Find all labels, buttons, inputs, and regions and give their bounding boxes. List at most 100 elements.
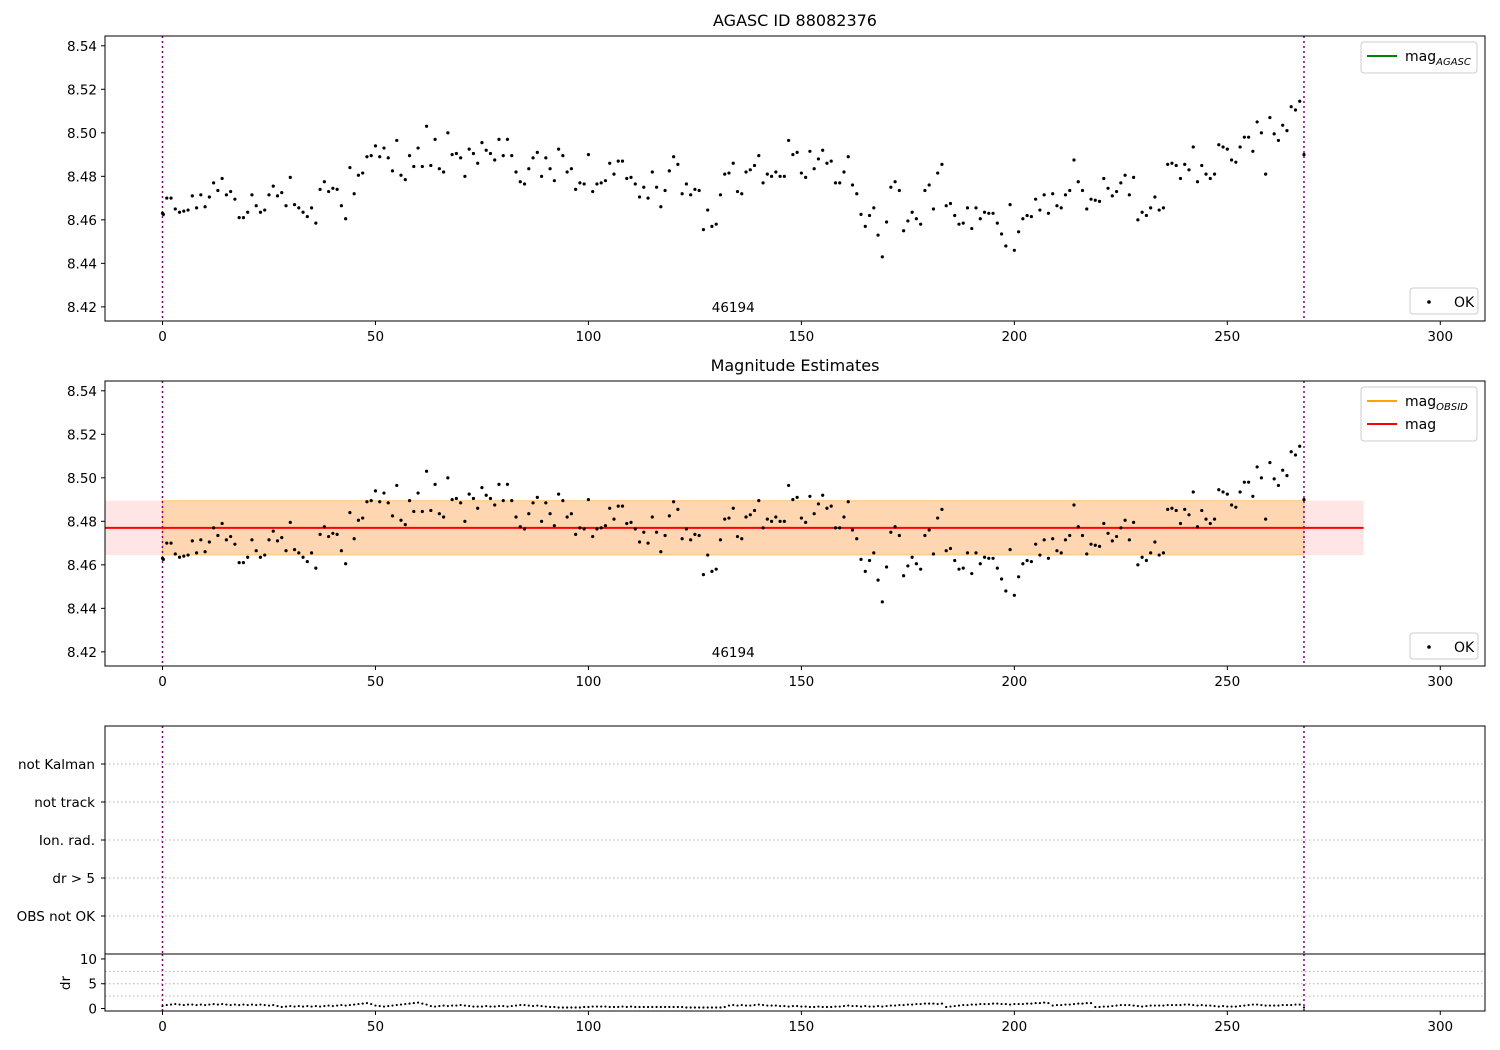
p2-data-point bbox=[1183, 507, 1187, 511]
p1-data-point bbox=[1093, 198, 1097, 202]
p2-data-point bbox=[1012, 593, 1016, 597]
p4-data-point bbox=[519, 1003, 522, 1007]
p2-data-point bbox=[327, 534, 331, 539]
p1-data-point bbox=[906, 219, 910, 223]
p1-data-point bbox=[948, 201, 953, 206]
p4-data-point bbox=[382, 1005, 386, 1008]
p2-data-point bbox=[199, 538, 203, 542]
p2-data-point bbox=[182, 554, 186, 558]
p1-data-point bbox=[1229, 158, 1234, 162]
p2-data-point bbox=[463, 519, 467, 523]
p2-data-point bbox=[548, 512, 552, 516]
p4-data-point bbox=[370, 1002, 373, 1006]
p4-data-point bbox=[774, 1004, 777, 1007]
p2-data-point bbox=[646, 541, 650, 545]
p2-data-point bbox=[1225, 492, 1229, 496]
p1-data-point bbox=[642, 185, 646, 189]
p4-xtick-label: 150 bbox=[788, 1019, 814, 1035]
p4-data-point bbox=[1021, 1002, 1024, 1006]
p1-data-point bbox=[263, 208, 267, 212]
p1-data-point bbox=[697, 188, 701, 193]
p4-data-point bbox=[1132, 1004, 1135, 1007]
magnitude-estimates-legend-points: OK bbox=[1409, 632, 1479, 660]
p4-data-point bbox=[174, 1002, 177, 1006]
p1-data-point bbox=[203, 205, 207, 209]
p1-data-point bbox=[424, 124, 429, 128]
p4-data-point bbox=[1204, 1004, 1208, 1007]
p2-data-point bbox=[348, 511, 352, 515]
p4-data-point bbox=[489, 1005, 492, 1008]
p2-data-point bbox=[676, 507, 680, 511]
p1-data-point bbox=[305, 214, 309, 219]
p4-data-point bbox=[502, 1004, 505, 1008]
dr-plot-area: 0 50 100 150 200 250 300 0 5 10 bbox=[80, 952, 1486, 1035]
p1-data-point bbox=[1017, 230, 1021, 234]
p1-data-point bbox=[527, 167, 531, 171]
p2-data-point bbox=[442, 515, 446, 519]
p4-data-point bbox=[1294, 1003, 1297, 1006]
p4-data-point bbox=[1149, 1004, 1152, 1007]
p4-data-point bbox=[876, 1004, 880, 1008]
p1-data-point bbox=[488, 151, 493, 156]
p4-data-point bbox=[536, 1004, 539, 1007]
p4-data-point bbox=[800, 1005, 803, 1008]
p1-data-point bbox=[1123, 173, 1127, 177]
p1-data-point bbox=[1034, 197, 1038, 201]
p2-legend-line-label: mag bbox=[1405, 417, 1436, 433]
agasc-panel-title: AGASC ID 88082376 bbox=[713, 11, 877, 30]
p2-data-point bbox=[1251, 494, 1255, 498]
p1-data-point bbox=[237, 216, 241, 220]
p1-data-point bbox=[1251, 149, 1255, 153]
p4-data-point bbox=[1285, 1003, 1289, 1007]
p1-data-point bbox=[1191, 145, 1195, 149]
p4-data-point bbox=[357, 1002, 360, 1006]
p1-data-point bbox=[633, 182, 637, 186]
p4-data-point bbox=[796, 1004, 799, 1008]
p2-data-point bbox=[663, 533, 667, 538]
p4-data-point bbox=[766, 1004, 769, 1007]
p4-data-point bbox=[1153, 1004, 1157, 1007]
p4-data-point bbox=[813, 1005, 816, 1009]
p2-data-point bbox=[1238, 490, 1242, 494]
p4-data-point bbox=[1187, 1003, 1191, 1006]
p1-data-point bbox=[1029, 214, 1033, 219]
p2-data-point bbox=[1102, 521, 1106, 526]
p2-data-point bbox=[1170, 506, 1174, 510]
p2-data-point bbox=[1038, 553, 1042, 557]
p4-data-point bbox=[553, 1005, 556, 1009]
p2-data-point bbox=[1302, 497, 1306, 502]
p2-data-point bbox=[957, 567, 961, 571]
p4-data-point bbox=[668, 1005, 671, 1009]
p1-data-point bbox=[314, 221, 318, 225]
p4-data-point bbox=[178, 1003, 181, 1006]
p2-data-point bbox=[561, 499, 565, 503]
p2-data-point bbox=[1025, 558, 1029, 563]
p1-data-point bbox=[867, 213, 872, 218]
p1-data-point bbox=[1217, 143, 1221, 147]
p2-data-point bbox=[659, 550, 663, 554]
p2-data-point bbox=[757, 499, 761, 503]
p4-data-point bbox=[655, 1005, 658, 1009]
p4-data-point bbox=[1081, 1002, 1084, 1005]
magnitude-estimates-plot-area: 0 50 100 150 200 250 300 8.42 8.44 8.46 8.48 8.50 8.… bbox=[67, 380, 1486, 690]
dr-axis-label: dr bbox=[58, 975, 74, 990]
p4-data-point bbox=[808, 1005, 812, 1009]
p1-data-point bbox=[987, 211, 991, 215]
p2-data-point bbox=[978, 562, 982, 566]
p1-data-point bbox=[412, 164, 416, 169]
p4-data-point bbox=[689, 1006, 692, 1009]
p4-data-point bbox=[1047, 1001, 1050, 1005]
p4-data-point bbox=[859, 1005, 863, 1008]
p3-category-label: not Kalman bbox=[18, 757, 95, 773]
p2-data-point bbox=[1212, 517, 1217, 521]
p1-data-point bbox=[480, 141, 484, 145]
p1-data-point bbox=[1183, 162, 1187, 166]
p1-data-point bbox=[224, 193, 228, 197]
p2-ytick-label: 8.50 bbox=[67, 471, 97, 487]
p4-data-point bbox=[1106, 1005, 1110, 1008]
p2-data-point bbox=[1208, 521, 1212, 526]
p4-data-point bbox=[306, 1004, 309, 1008]
p2-data-point bbox=[684, 527, 688, 531]
p4-axes-frame bbox=[104, 953, 1486, 1012]
p4-data-point bbox=[595, 1005, 599, 1008]
